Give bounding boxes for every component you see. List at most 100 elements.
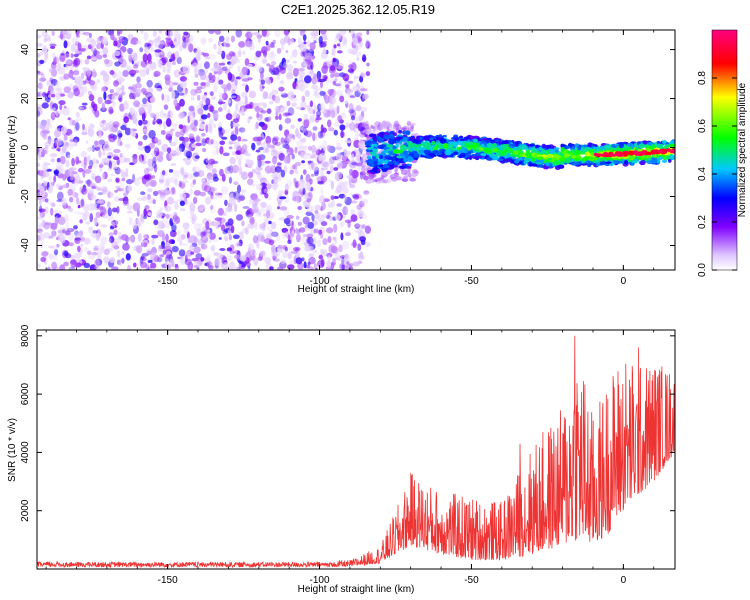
heatmap-noise-cell — [255, 121, 259, 129]
heatmap-noise-cell — [307, 160, 313, 164]
heatmap-noise-cell — [304, 52, 313, 60]
heatmap-noise-cell — [92, 233, 96, 238]
heatmap-noise-cell — [73, 53, 79, 58]
heatmap-noise-cell — [164, 205, 172, 212]
heatmap-noise-cell — [98, 134, 103, 139]
heatmap-noise-cell — [271, 60, 277, 66]
heatmap-noise-cell — [140, 191, 146, 196]
heatmap-noise-cell — [124, 143, 131, 149]
heatmap-noise-cell — [71, 37, 79, 44]
heatmap-noise-cell — [315, 117, 322, 121]
heatmap-peak-cell — [628, 150, 634, 154]
heatmap-noise-cell — [278, 124, 283, 131]
heatmap-noise-cell — [97, 96, 103, 104]
heatmap-noise-cell — [306, 236, 314, 245]
heatmap-noise-cell — [287, 91, 295, 100]
heatmap-noise-cell — [164, 260, 168, 269]
heatmap-noise-cell — [291, 153, 295, 160]
heatmap-noise-cell — [319, 104, 325, 110]
heatmap-signal-cell — [494, 139, 500, 143]
heatmap-noise-cell — [158, 30, 163, 34]
heatmap-noise-cell — [365, 71, 371, 77]
heatmap-noise-cell — [349, 168, 354, 176]
heatmap-peak-cell — [618, 153, 624, 157]
heatmap-noise-cell — [189, 244, 194, 250]
heatmap-noise-cell — [359, 131, 366, 138]
heatmap-noise-cell — [279, 196, 287, 200]
heatmap-signal-cell — [407, 156, 413, 163]
heatmap-noise-cell — [113, 92, 119, 96]
heatmap-signal-cell — [463, 136, 469, 141]
heatmap-noise-cell — [201, 177, 206, 183]
heatmap-noise-cell — [355, 116, 362, 120]
heatmap-noise-cell — [354, 224, 361, 227]
heatmap-noise-cell — [354, 133, 360, 137]
heatmap-noise-cell — [73, 70, 80, 76]
heatmap-signal-cell — [426, 142, 430, 147]
heatmap-noise-cell — [101, 172, 105, 180]
heatmap-noise-cell — [312, 220, 319, 226]
heatmap-signal-cell — [662, 159, 668, 163]
heatmap-noise-cell — [353, 75, 357, 82]
heatmap-noise-cell — [331, 245, 338, 254]
heatmap-noise-cell — [127, 264, 131, 270]
heatmap-noise-cell — [170, 176, 178, 184]
heatmap-noise-cell — [335, 257, 343, 261]
heatmap-noise-cell — [101, 207, 109, 215]
heatmap-noise-cell — [295, 85, 302, 90]
heatmap-noise-cell — [99, 120, 105, 128]
heatmap-noise-cell — [53, 142, 58, 149]
heatmap-noise-cell — [128, 235, 136, 243]
heatmap-noise-cell — [335, 32, 342, 40]
heatmap-noise-cell — [362, 93, 369, 100]
heatmap-noise-cell — [157, 190, 162, 194]
heatmap-noise-cell — [328, 66, 336, 74]
heatmap-signal-cell — [565, 145, 571, 149]
heatmap-noise-cell — [202, 52, 210, 57]
heatmap-noise-cell — [352, 37, 359, 46]
heatmap-noise-cell — [257, 37, 261, 43]
heatmap-noise-cell — [284, 112, 292, 116]
heatmap-noise-cell — [164, 181, 170, 190]
heatmap-noise-cell — [199, 100, 204, 107]
heatmap-noise-cell — [297, 67, 305, 72]
heatmap-noise-cell — [283, 209, 290, 217]
heatmap-noise-cell — [204, 229, 211, 238]
heatmap-noise-cell — [84, 221, 91, 225]
heatmap-noise-cell — [357, 210, 365, 218]
heatmap-noise-cell — [179, 208, 186, 212]
heatmap-noise-cell — [161, 219, 169, 224]
heatmap-noise-cell — [182, 41, 187, 49]
heatmap-noise-cell — [297, 37, 302, 46]
heatmap-noise-cell — [56, 191, 64, 201]
heatmap-noise-cell — [330, 73, 335, 79]
heatmap-signal-cell — [541, 143, 547, 149]
heatmap-noise-cell — [48, 175, 52, 181]
heatmap-noise-cell — [174, 203, 179, 210]
heatmap-noise-cell — [85, 156, 91, 165]
heatmap-noise-cell — [101, 214, 108, 219]
heatmap-noise-cell — [348, 64, 354, 69]
heatmap-noise-cell — [261, 58, 267, 64]
heatmap-noise-cell — [123, 100, 129, 110]
heatmap-noise-cell — [315, 267, 318, 270]
heatmap-noise-cell — [39, 205, 43, 214]
heatmap-noise-cell — [336, 105, 340, 114]
heatmap-noise-cell — [121, 177, 126, 182]
heatmap-noise-cell — [280, 169, 285, 178]
heatmap-noise-cell — [297, 132, 302, 139]
heatmap-noise-cell — [117, 130, 123, 139]
heatmap-noise-cell — [59, 236, 66, 244]
heatmap-noise-cell — [313, 105, 318, 111]
heatmap-noise-cell — [312, 126, 318, 131]
heatmap-noise-cell — [302, 216, 310, 225]
heatmap-signal-cell — [517, 152, 525, 155]
heatmap-noise-cell — [91, 159, 99, 169]
heatmap-noise-cell — [263, 213, 267, 217]
heatmap-noise-cell — [296, 139, 304, 147]
heatmap-noise-cell — [59, 53, 66, 62]
heatmap-signal-cell — [429, 154, 436, 157]
heatmap-noise-cell — [194, 88, 202, 94]
heatmap-noise-cell — [40, 172, 44, 181]
